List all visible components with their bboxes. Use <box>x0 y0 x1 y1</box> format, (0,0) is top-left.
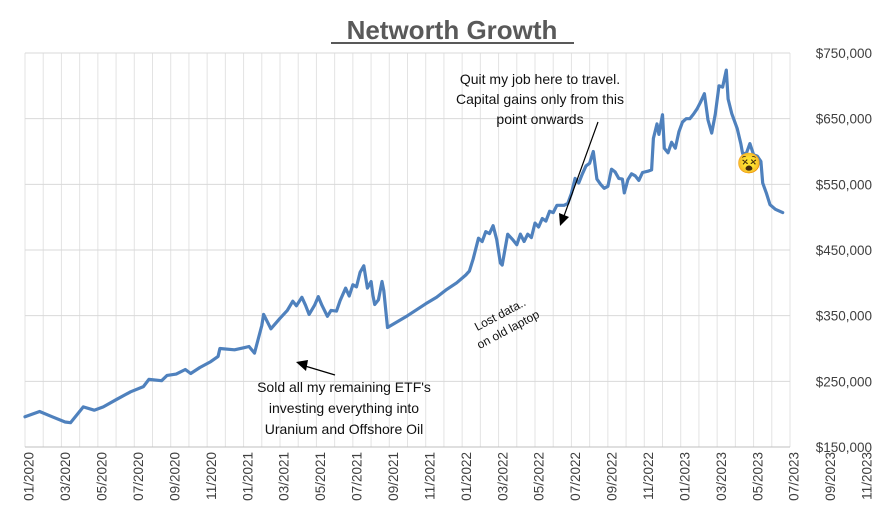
chart-title: Networth Growth <box>347 15 558 45</box>
annotation-quit-job-line-1: Quit my job here to travel. <box>460 71 620 87</box>
y-tick-label: $150,000 <box>816 440 872 455</box>
x-tick-label: 05/2022 <box>532 452 547 501</box>
x-tick-label: 09/2022 <box>605 452 620 501</box>
x-tick-label: 07/2020 <box>131 452 146 501</box>
annotation-sold-etf: Sold all my remaining ETF's investing ev… <box>257 360 431 437</box>
x-tick-label: 01/2022 <box>459 452 474 501</box>
y-tick-label: $450,000 <box>816 243 872 258</box>
annotation-sold-etf-line-2: investing everything into <box>269 400 419 416</box>
x-tick-label: 09/2020 <box>167 452 182 501</box>
x-tick-label: 09/2021 <box>386 452 401 501</box>
chart-title-group: Networth Growth <box>331 15 574 45</box>
x-tick-label: 05/2021 <box>313 452 328 501</box>
y-tick-label: $250,000 <box>816 374 872 389</box>
x-tick-label: 11/2020 <box>204 452 219 500</box>
series-line-networth <box>23 68 785 425</box>
annotation-quit-job-arrowhead <box>559 213 569 226</box>
y-axis-ticks: $150,000 $250,000 $350,000 $450,000 $550,000… <box>816 46 872 455</box>
x-tick-label: 03/2023 <box>714 452 729 501</box>
x-tick-label: 11/2022 <box>641 452 656 500</box>
annotation-quit-job: Quit my job here to travel. Capital gain… <box>456 71 624 226</box>
annotation-quit-job-arrow <box>563 121 599 217</box>
x-tick-label: 05/2020 <box>95 452 110 501</box>
annotation-sold-etf-arrow <box>304 365 336 376</box>
y-tick-label: $350,000 <box>816 309 872 324</box>
annotation-sold-etf-arrowhead <box>296 360 308 371</box>
x-tick-label: 03/2020 <box>58 452 73 501</box>
dizzy-face-emoji-icon: 😵 <box>737 152 762 175</box>
x-tick-label: 07/2023 <box>787 452 802 501</box>
x-tick-label: 07/2022 <box>568 452 583 501</box>
x-tick-label: 07/2021 <box>350 452 365 501</box>
annotation-quit-job-line-3: point onwards <box>496 111 583 127</box>
x-tick-label: 01/2023 <box>677 452 692 501</box>
y-tick-label: $750,000 <box>816 46 872 61</box>
y-tick-label: $550,000 <box>816 177 872 192</box>
x-tick-label: 09/2023 <box>823 452 838 501</box>
x-tick-label: 01/2021 <box>240 452 255 501</box>
x-tick-label: 03/2021 <box>277 452 292 501</box>
annotation-sold-etf-line-3: Uranium and Offshore Oil <box>265 421 423 437</box>
x-tick-label: 11/2023 <box>860 452 875 500</box>
x-axis-ticks: 01/2020 03/2020 05/2020 07/2020 09/2020 11/20… <box>22 452 875 501</box>
x-tick-label: 03/2022 <box>495 452 510 501</box>
x-tick-label: 11/2021 <box>422 452 437 500</box>
y-tick-label: $650,000 <box>816 112 872 127</box>
annotation-sold-etf-line-1: Sold all my remaining ETF's <box>257 379 431 395</box>
x-tick-label: 01/2020 <box>22 452 37 501</box>
x-tick-label: 05/2023 <box>750 452 765 501</box>
grid <box>24 52 791 448</box>
annotation-quit-job-line-2: Capital gains only from this <box>456 91 624 107</box>
